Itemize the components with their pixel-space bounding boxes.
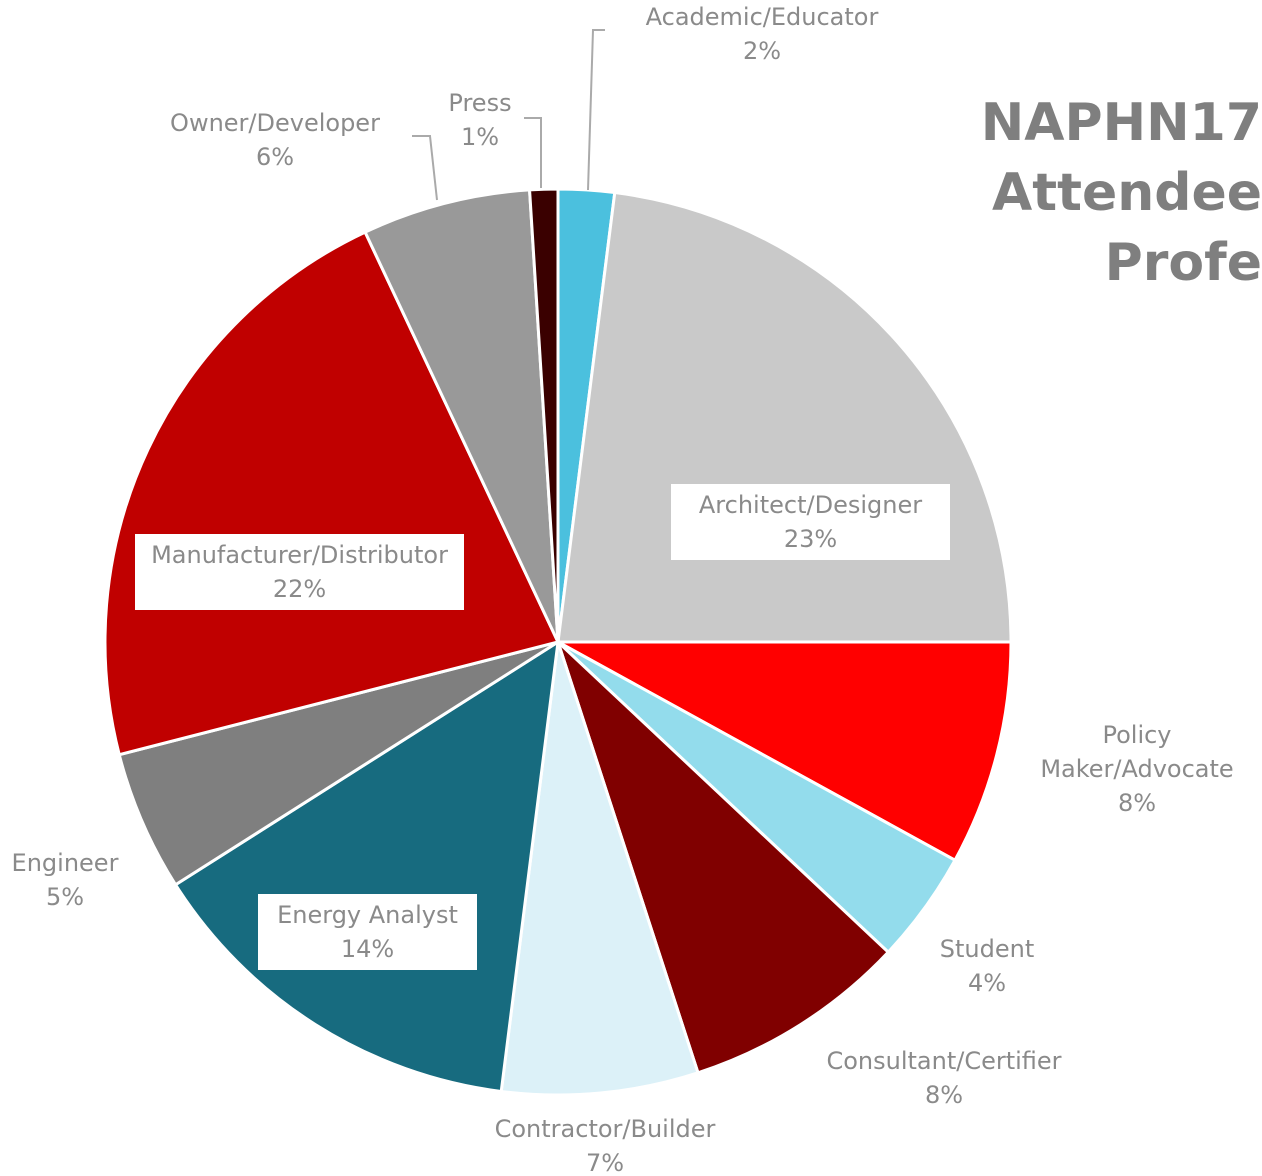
- pie-slice: [103, 230, 561, 757]
- category-label: Press: [448, 89, 512, 117]
- data-label: Engineer 5%: [0, 846, 130, 914]
- value-label: 7%: [585, 1149, 625, 1176]
- leader-line: [587, 29, 605, 191]
- value-label: 14%: [340, 935, 395, 963]
- category-label: Energy Analyst: [277, 901, 458, 929]
- value-label: 6%: [255, 143, 295, 171]
- data-label: Contractor/Builder 7%: [455, 1112, 755, 1176]
- pie-slice: [117, 640, 559, 887]
- value-label: 8%: [924, 1081, 964, 1109]
- pie-slice: [556, 640, 891, 1075]
- pie-slice: [499, 641, 700, 1097]
- value-label: 22%: [272, 575, 327, 603]
- leader-line: [524, 117, 542, 188]
- data-label: Energy Analyst 14%: [258, 894, 477, 970]
- category-label: Consultant/Certifier: [826, 1047, 1062, 1075]
- value-label: 8%: [1117, 789, 1157, 817]
- data-label: Architect/Designer 23%: [671, 484, 950, 560]
- category-label: Manufacturer/Distributor: [151, 541, 448, 569]
- leader-line: [412, 135, 438, 201]
- category-label: Engineer: [11, 849, 119, 877]
- category-label: Student: [939, 935, 1035, 963]
- value-label: 5%: [45, 883, 85, 911]
- pie-slice: [557, 640, 1013, 863]
- data-label: Owner/Developer 6%: [125, 106, 425, 174]
- pie: [103, 187, 1013, 1097]
- data-label: Student 4%: [912, 932, 1062, 1000]
- data-label: Academic/Educator 2%: [612, 0, 912, 68]
- pie-slice: [527, 187, 560, 643]
- value-label: 1%: [460, 123, 500, 151]
- data-label: Consultant/Certifier 8%: [794, 1044, 1094, 1112]
- value-label: 23%: [783, 525, 838, 553]
- value-label: 4%: [967, 969, 1007, 997]
- pie-slice: [363, 188, 560, 643]
- data-label: Policy Maker/Advocate 8%: [1012, 718, 1262, 820]
- category-label: Contractor/Builder: [494, 1115, 716, 1143]
- chart-title: NAPHN17 Attendee Profe: [980, 93, 1262, 293]
- pie-slice: [173, 639, 560, 1094]
- category-label: Owner/Developer: [170, 109, 380, 137]
- category-label: Policy Maker/Advocate: [1040, 721, 1234, 783]
- data-label: Press 1%: [430, 86, 530, 154]
- category-label: Academic/Educator: [645, 3, 879, 31]
- value-label: 2%: [742, 37, 782, 65]
- data-label: Manufacturer/Distributor 22%: [135, 534, 464, 610]
- category-label: Architect/Designer: [698, 491, 923, 519]
